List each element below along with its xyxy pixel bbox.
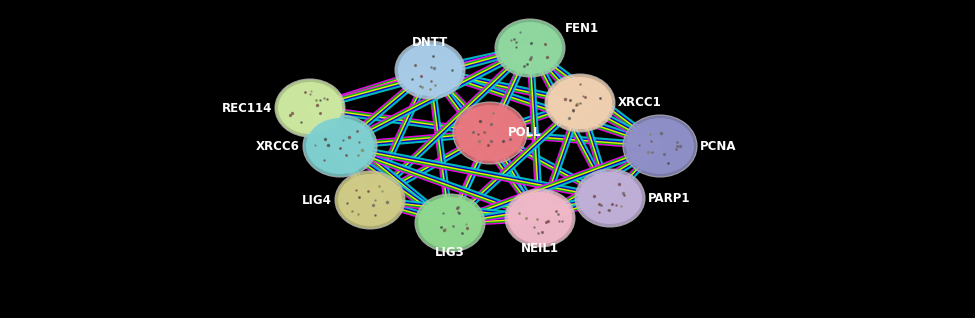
Ellipse shape — [338, 174, 402, 226]
Ellipse shape — [456, 105, 524, 161]
Ellipse shape — [418, 197, 482, 249]
Ellipse shape — [278, 82, 342, 134]
Ellipse shape — [545, 74, 615, 132]
Ellipse shape — [303, 115, 377, 177]
Ellipse shape — [498, 22, 562, 74]
Text: NEIL1: NEIL1 — [521, 241, 559, 254]
Text: LIG4: LIG4 — [302, 193, 332, 206]
Ellipse shape — [505, 189, 575, 247]
Text: XRCC1: XRCC1 — [618, 96, 662, 109]
Ellipse shape — [548, 77, 612, 129]
Ellipse shape — [508, 192, 572, 244]
Text: PCNA: PCNA — [700, 140, 736, 153]
Ellipse shape — [578, 172, 642, 224]
Ellipse shape — [495, 19, 565, 77]
Text: XRCC6: XRCC6 — [256, 140, 300, 153]
Ellipse shape — [453, 102, 527, 164]
Ellipse shape — [306, 118, 374, 174]
Ellipse shape — [335, 171, 405, 229]
Text: LIG3: LIG3 — [435, 246, 465, 259]
Ellipse shape — [398, 44, 462, 96]
Ellipse shape — [275, 79, 345, 137]
Text: PARP1: PARP1 — [648, 191, 690, 204]
Ellipse shape — [395, 41, 465, 99]
Ellipse shape — [623, 115, 697, 177]
Text: DNTT: DNTT — [411, 36, 448, 49]
Ellipse shape — [415, 194, 485, 252]
Text: REC114: REC114 — [221, 101, 272, 114]
Text: FEN1: FEN1 — [565, 22, 599, 34]
Ellipse shape — [575, 169, 645, 227]
Text: POLL: POLL — [508, 127, 542, 140]
Ellipse shape — [626, 118, 694, 174]
